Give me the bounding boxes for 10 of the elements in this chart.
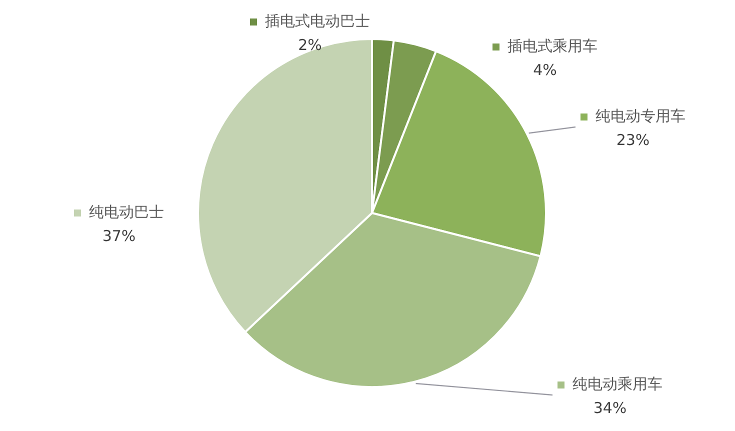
legend-label: 插电式电动巴士 [265, 12, 370, 30]
data-label: 2% [298, 36, 322, 54]
legend-label: 纯电动巴士 [89, 202, 164, 221]
legend-label: 纯电动专用车 [596, 106, 686, 125]
data-label: 34% [593, 398, 627, 417]
data-label: 4% [533, 60, 557, 79]
data-label: 23% [616, 130, 650, 149]
legend-label: 纯电动乘用车 [572, 374, 662, 393]
data-label: 37% [102, 226, 136, 245]
legend-label: 插电式乘用车 [508, 36, 598, 55]
